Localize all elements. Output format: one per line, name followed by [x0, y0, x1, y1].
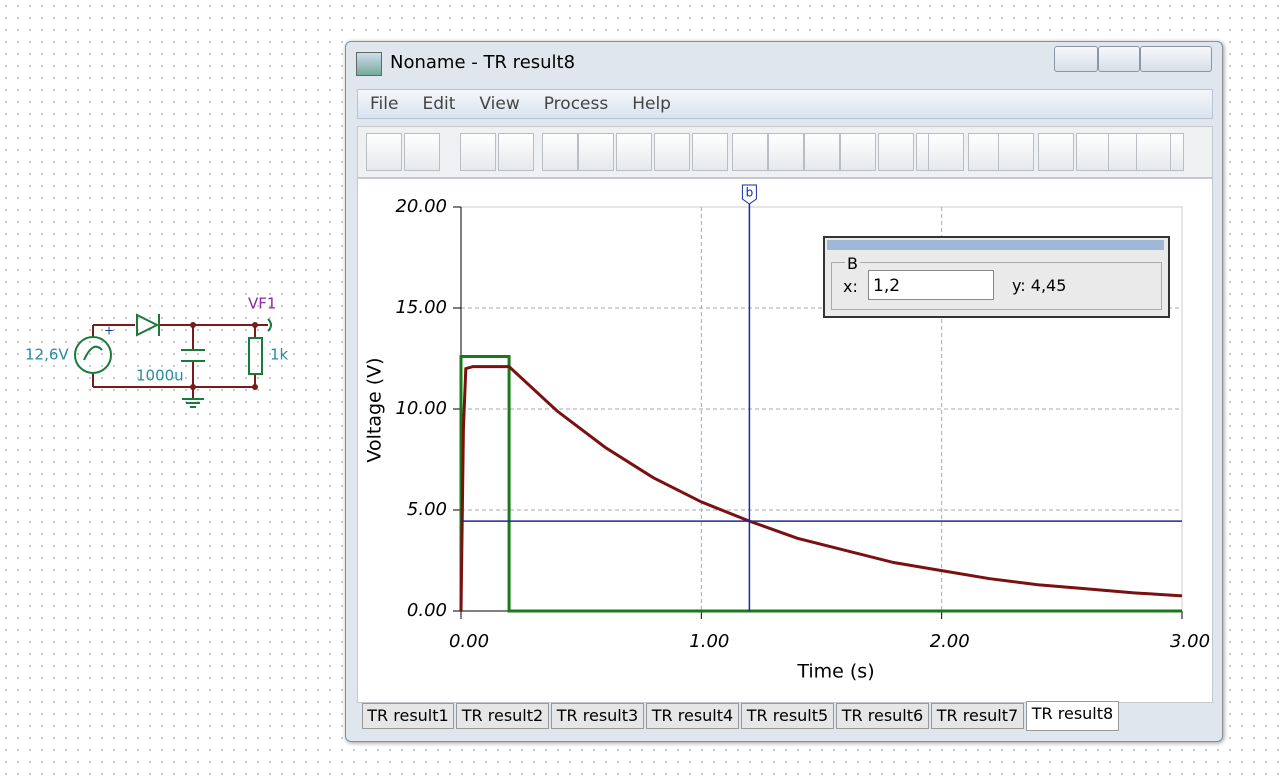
toolbar-button[interactable]	[692, 133, 728, 171]
tab[interactable]: TR result6	[836, 703, 929, 729]
toolbar-button[interactable]	[878, 133, 914, 171]
toolbar-button[interactable]	[578, 133, 614, 171]
app-icon	[356, 52, 382, 76]
maximize-button[interactable]	[1098, 46, 1140, 72]
minimize-button[interactable]	[1054, 46, 1098, 72]
menu-item[interactable]: View	[479, 94, 520, 114]
toolbar-button[interactable]	[768, 133, 804, 171]
menu-item[interactable]: Edit	[422, 94, 456, 114]
menu-item[interactable]: File	[370, 94, 399, 114]
toolbar-button[interactable]	[404, 133, 440, 171]
toolbar-button[interactable]	[654, 133, 690, 171]
toolbar-button[interactable]	[366, 133, 402, 171]
toolbar-button[interactable]	[1170, 133, 1184, 171]
components	[74, 313, 272, 408]
toolbar-button[interactable]	[1136, 133, 1172, 171]
toolbar-button[interactable]	[1038, 133, 1074, 171]
toolbar-button[interactable]	[840, 133, 876, 171]
resistor-label: 1k	[270, 346, 289, 364]
nodes	[190, 322, 258, 390]
probe-label: VF1	[248, 295, 276, 313]
tab[interactable]: TR result5	[741, 703, 834, 729]
tab[interactable]: TR result4	[646, 703, 739, 729]
toolbar-button[interactable]	[498, 133, 534, 171]
group-frame	[831, 262, 1162, 310]
menu-item[interactable]: Process	[543, 94, 609, 114]
close-button[interactable]	[1140, 46, 1212, 72]
toolbar-button[interactable]	[542, 133, 578, 171]
source-label: 12,6V	[25, 346, 69, 364]
tab[interactable]: TR result7	[931, 703, 1024, 729]
tab[interactable]: TR result2	[456, 703, 549, 729]
toolbar-button[interactable]	[804, 133, 840, 171]
tab[interactable]: TR result8	[1026, 701, 1119, 731]
window: Noname - TR result8 File Edit View Process H…	[345, 41, 1223, 742]
tab[interactable]: TR result3	[551, 703, 644, 729]
cursor-box: B x: 1,2 y: 4,45	[823, 236, 1170, 318]
toolbar-button[interactable]	[732, 133, 768, 171]
window-title: Noname - TR result8	[390, 52, 576, 73]
wires	[92, 324, 268, 398]
group-label: B	[845, 254, 860, 273]
x-input[interactable]: 1,2	[868, 270, 994, 300]
toolbar-button[interactable]	[616, 133, 652, 171]
menu-bar: File Edit View Process Help	[357, 89, 1213, 119]
circuit: + 12,6V 1000u VF1 1k	[25, 295, 289, 408]
toolbar-button[interactable]	[928, 133, 964, 171]
cursor-box-header	[827, 240, 1164, 250]
capacitor-label: 1000u	[136, 367, 184, 385]
x-label: x:	[843, 277, 858, 296]
toolbar-button[interactable]	[1076, 133, 1112, 171]
y-readout: y: 4,45	[1012, 276, 1067, 295]
toolbar-button[interactable]	[460, 133, 496, 171]
tab[interactable]: TR result1	[362, 703, 454, 729]
menu-item[interactable]: Help	[632, 94, 671, 114]
toolbar	[357, 126, 1213, 178]
plus: +	[104, 324, 114, 338]
toolbar-button[interactable]	[998, 133, 1034, 171]
